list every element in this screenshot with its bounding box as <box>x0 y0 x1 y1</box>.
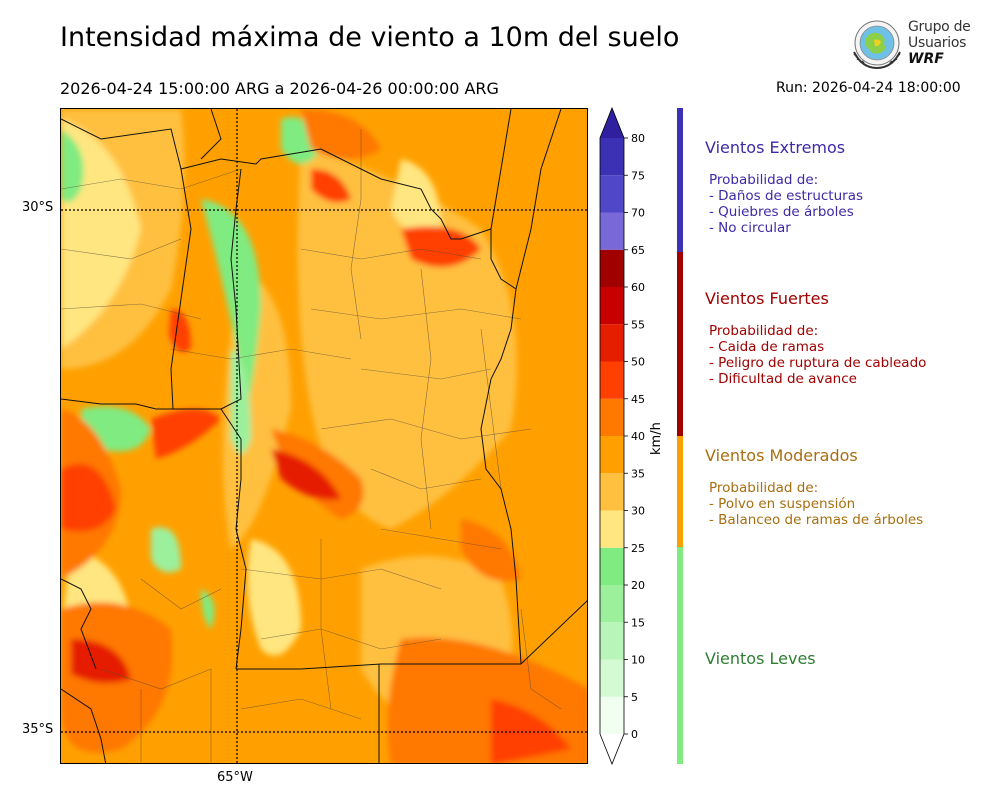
logo-text-line1: Grupo de <box>908 19 971 35</box>
colorbar-tick-label: 20 <box>631 579 645 592</box>
province-boundaries <box>61 109 587 763</box>
colorbar-tick-label: 80 <box>631 132 645 145</box>
category-line: - Quiebres de árboles <box>709 204 854 220</box>
colorbar-segment <box>600 398 624 436</box>
colorbar-segment <box>600 473 624 511</box>
wind-map <box>60 108 588 764</box>
colorbar-segment <box>600 324 624 362</box>
graticule <box>61 109 587 763</box>
category-desc-moderate: Probabilidad de: - Polvo en suspensión -… <box>709 480 923 528</box>
category-title-strong: Vientos Fuertes <box>705 289 829 308</box>
logo-text-line3: WRF <box>908 51 944 67</box>
colorbar-tick-label: 35 <box>631 467 645 480</box>
colorbar-segment <box>600 138 624 176</box>
category-line: Probabilidad de: <box>709 172 819 188</box>
category-line: - Daños de estructuras <box>709 188 864 204</box>
colorbar-segment <box>600 361 624 399</box>
colorbar-tick-label: 60 <box>631 281 645 294</box>
moderate-winds-bar <box>677 436 683 547</box>
globe-logo-icon <box>853 20 901 70</box>
category-line: - Peligro de ruptura de cableado <box>709 355 927 371</box>
colorbar-tick-label: 45 <box>631 393 645 406</box>
chart-title: Intensidad máxima de viento a 10m del su… <box>60 22 680 53</box>
colorbar-segment <box>600 175 624 213</box>
colorbar-segment <box>600 510 624 548</box>
category-line: - Caida de ramas <box>709 339 825 355</box>
colorbar-tick-label: 15 <box>631 616 645 629</box>
colorbar-segment <box>600 212 624 250</box>
colorbar-tick-label: 50 <box>631 356 645 369</box>
category-line: - Polvo en suspensión <box>709 496 856 512</box>
run-timestamp: Run: 2026-04-24 18:00:00 <box>776 80 961 96</box>
colorbar-tick-label: 40 <box>631 430 645 443</box>
category-line: - No circular <box>709 220 791 236</box>
logo-text-line2: Usuarios <box>908 35 967 51</box>
colorbar-tick-label: 70 <box>631 207 645 220</box>
colorbar-tick-label: 75 <box>631 169 645 182</box>
colorbar: 0 5 10 15 20 25 30 35 40 45 50 55 60 65 70 75 80 <box>599 106 645 766</box>
colorbar-tick-label: 55 <box>631 318 645 331</box>
category-line: - Dificultad de avance <box>709 371 857 387</box>
department-boundaries <box>61 129 562 763</box>
category-desc-strong: Probabilidad de: - Caida de ramas - Peli… <box>709 323 926 387</box>
category-line: Probabilidad de: <box>709 323 819 339</box>
category-line: - Balanceo de ramas de árboles <box>709 512 924 528</box>
colorbar-segment <box>600 659 624 697</box>
colorbar-tick-label: 5 <box>631 691 638 704</box>
lat-label-30s: 30°S <box>22 200 54 215</box>
category-title-extreme: Vientos Extremos <box>705 138 846 157</box>
colorbar-tick-label: 10 <box>631 654 645 667</box>
colorbar-unit-label: km/h <box>649 422 664 455</box>
colorbar-segment <box>600 547 624 585</box>
strong-winds-bar <box>677 252 683 436</box>
extreme-winds-bar <box>677 108 683 252</box>
wind-field-blobs <box>61 109 587 763</box>
colorbar-segment <box>600 622 624 660</box>
colorbar-segment <box>600 249 624 287</box>
colorbar-extend-min <box>600 734 624 764</box>
light-winds-bar <box>677 547 683 764</box>
lon-label-65w: 65°W <box>217 770 253 785</box>
category-desc-extreme: Probabilidad de: - Daños de estructuras … <box>709 172 863 236</box>
wind-field-svg <box>61 109 587 763</box>
logo: Grupo de Usuarios WRF <box>848 16 973 74</box>
category-title-light: Vientos Leves <box>705 649 816 668</box>
lat-label-35s: 35°S <box>22 722 54 737</box>
colorbar-tick-label: 65 <box>631 244 645 257</box>
colorbar-segment <box>600 436 624 474</box>
category-line: Probabilidad de: <box>709 480 819 496</box>
colorbar-segment <box>600 585 624 623</box>
colorbar-segment <box>600 696 624 734</box>
colorbar-segment <box>600 287 624 325</box>
colorbar-tick-label: 30 <box>631 505 645 518</box>
category-title-moderate: Vientos Moderados <box>705 446 858 465</box>
colorbar-tick-label: 0 <box>631 728 638 741</box>
date-range: 2026-04-24 15:00:00 ARG a 2026-04-26 00:… <box>60 79 499 98</box>
colorbar-extend-max <box>600 108 624 138</box>
colorbar-tick-label: 25 <box>631 542 645 555</box>
